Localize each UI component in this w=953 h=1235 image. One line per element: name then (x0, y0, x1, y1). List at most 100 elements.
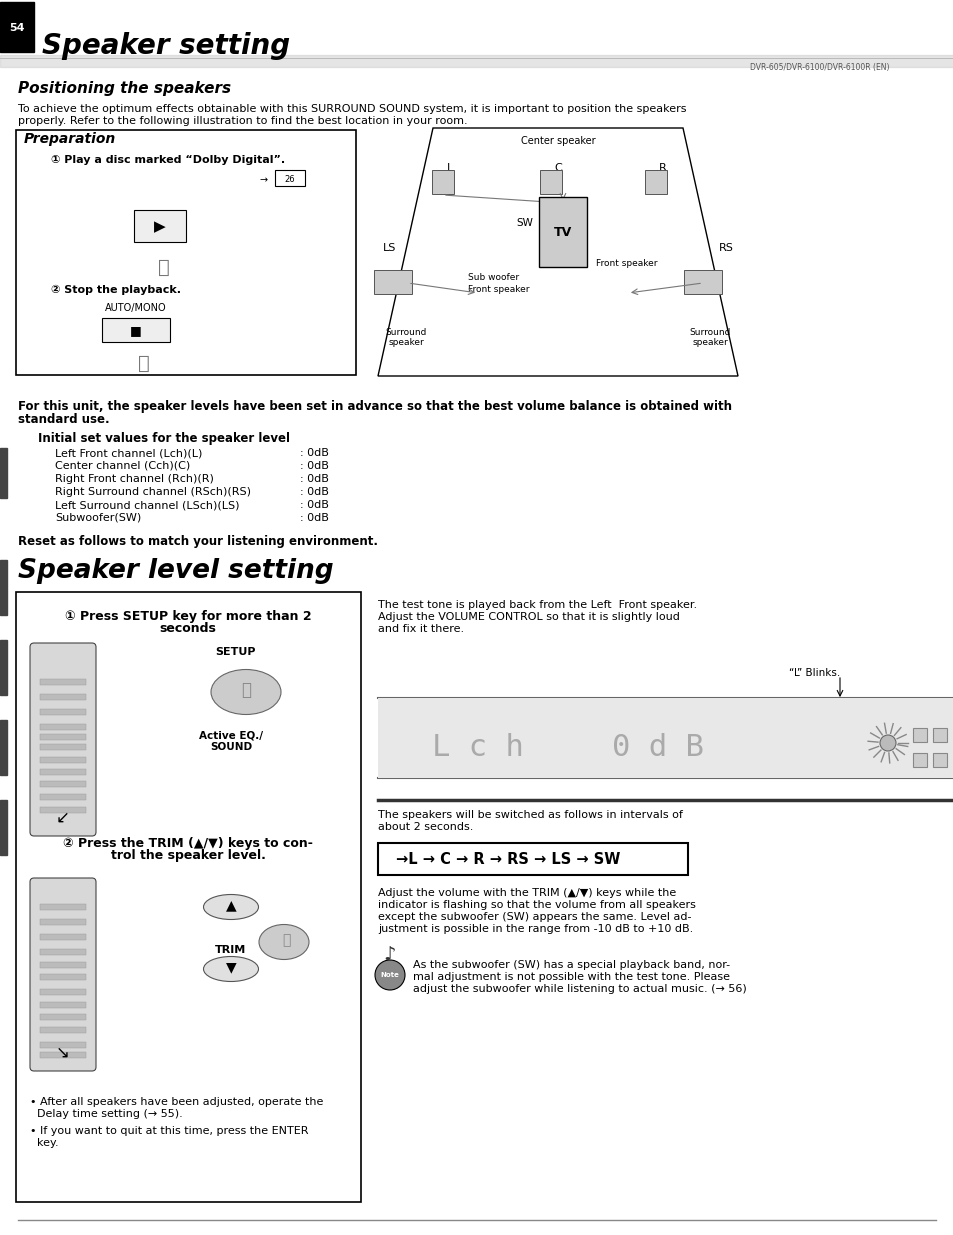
Circle shape (375, 960, 405, 990)
Bar (40, 989, 86, 995)
Bar (40, 1002, 86, 1008)
Text: C: C (554, 163, 561, 173)
Text: To achieve the optimum effects obtainable with this SURROUND SOUND system, it is: To achieve the optimum effects obtainabl… (18, 104, 686, 114)
Text: justment is possible in the range from -10 dB to +10 dB.: justment is possible in the range from -… (377, 924, 693, 934)
Bar (0, 559, 7, 615)
Text: and fix it there.: and fix it there. (377, 624, 464, 634)
Text: standard use.: standard use. (18, 412, 110, 426)
Text: Surround: Surround (689, 329, 730, 337)
Text: For this unit, the speaker levels have been set in advance so that the best volu: For this unit, the speaker levels have b… (18, 400, 731, 412)
Text: L c h: L c h (432, 734, 523, 762)
Text: Right Front channel (Rch)(R): Right Front channel (Rch)(R) (55, 474, 213, 484)
Text: As the subwoofer (SW) has a special playback band, nor-: As the subwoofer (SW) has a special play… (413, 960, 729, 969)
Bar (40, 679, 86, 685)
Bar (40, 1028, 86, 1032)
Bar (40, 709, 86, 715)
Bar (40, 934, 86, 940)
FancyBboxPatch shape (30, 878, 96, 1071)
Text: ▲: ▲ (226, 898, 236, 911)
Text: : 0dB: : 0dB (299, 487, 329, 496)
Bar (40, 781, 86, 787)
Text: Left Surround channel (LSch)(LS): Left Surround channel (LSch)(LS) (55, 500, 239, 510)
Text: trol the speaker level.: trol the speaker level. (111, 848, 265, 862)
Bar (0, 640, 7, 695)
Ellipse shape (211, 669, 281, 715)
Bar (40, 769, 86, 776)
Bar (377, 698, 952, 778)
Bar (40, 743, 86, 750)
Text: Preparation: Preparation (24, 132, 116, 146)
Text: The speakers will be switched as follows in intervals of: The speakers will be switched as follows… (377, 810, 682, 820)
Text: Delay time setting (→ 55).: Delay time setting (→ 55). (30, 1109, 183, 1119)
Text: Adjust the VOLUME CONTROL so that it is slightly loud: Adjust the VOLUME CONTROL so that it is … (377, 613, 679, 622)
Bar (40, 757, 86, 763)
Text: Center channel (Cch)(C): Center channel (Cch)(C) (55, 461, 190, 471)
FancyBboxPatch shape (133, 210, 186, 242)
Text: 〜: 〜 (241, 680, 251, 699)
Text: SW: SW (516, 219, 533, 228)
FancyBboxPatch shape (30, 643, 96, 836)
Bar (0, 800, 7, 855)
Bar (0, 448, 7, 498)
Text: Speaker level setting: Speaker level setting (18, 558, 334, 584)
Text: Positioning the speakers: Positioning the speakers (18, 80, 231, 95)
Text: LS: LS (383, 243, 396, 253)
Text: adjust the subwoofer while listening to actual music. (→ 56): adjust the subwoofer while listening to … (413, 984, 746, 994)
Text: ↘: ↘ (56, 1044, 70, 1062)
Text: • After all speakers have been adjusted, operate the: • After all speakers have been adjusted,… (30, 1097, 323, 1107)
Text: : 0dB: : 0dB (299, 513, 329, 522)
Text: speaker: speaker (388, 338, 423, 347)
Bar (40, 962, 86, 968)
Bar (40, 1014, 86, 1020)
Text: SETUP: SETUP (215, 647, 256, 657)
Bar (40, 948, 86, 955)
Ellipse shape (258, 925, 309, 960)
Bar (40, 904, 86, 910)
Text: R: R (659, 163, 666, 173)
Text: “L” Blinks.: “L” Blinks. (788, 668, 840, 678)
Text: ② Stop the playback.: ② Stop the playback. (51, 285, 181, 295)
Text: TV: TV (554, 226, 572, 238)
Text: speaker: speaker (691, 338, 727, 347)
Text: Note: Note (380, 972, 399, 978)
Text: key.: key. (30, 1137, 58, 1149)
Text: properly. Refer to the following illustration to find the best location in your : properly. Refer to the following illustr… (18, 116, 467, 126)
FancyBboxPatch shape (432, 170, 454, 194)
Text: The test tone is played back from the Left  Front speaker.: The test tone is played back from the Le… (377, 600, 697, 610)
Text: : 0dB: : 0dB (299, 461, 329, 471)
Text: 0 d B: 0 d B (612, 734, 703, 762)
Text: L: L (446, 163, 453, 173)
Bar (912, 753, 926, 767)
Text: seconds: seconds (159, 622, 216, 635)
FancyBboxPatch shape (644, 170, 666, 194)
Bar (40, 1042, 86, 1049)
Bar (40, 1052, 86, 1058)
Text: ↙: ↙ (56, 809, 70, 827)
Text: ② Press the TRIM (▲/▼) keys to con-: ② Press the TRIM (▲/▼) keys to con- (63, 837, 313, 850)
Bar (40, 694, 86, 700)
Text: Speaker setting: Speaker setting (42, 32, 290, 61)
Bar (0, 56, 953, 67)
Text: ① Play a disc marked “Dolby Digital”.: ① Play a disc marked “Dolby Digital”. (51, 156, 285, 165)
FancyBboxPatch shape (274, 170, 305, 186)
Bar (40, 734, 86, 740)
Bar (0, 720, 7, 776)
FancyBboxPatch shape (374, 270, 412, 294)
Text: 54: 54 (10, 23, 25, 33)
Text: indicator is flashing so that the volume from all speakers: indicator is flashing so that the volume… (377, 900, 695, 910)
Text: ■: ■ (130, 325, 142, 337)
Text: TRIM: TRIM (215, 945, 247, 955)
Text: except the subwoofer (SW) appears the same. Level ad-: except the subwoofer (SW) appears the sa… (377, 911, 691, 923)
Bar (40, 974, 86, 981)
Text: Adjust the volume with the TRIM (▲/▼) keys while the: Adjust the volume with the TRIM (▲/▼) ke… (377, 888, 676, 898)
FancyBboxPatch shape (539, 170, 561, 194)
Text: ① Press SETUP key for more than 2: ① Press SETUP key for more than 2 (65, 610, 311, 622)
FancyBboxPatch shape (538, 198, 586, 267)
Bar (16, 130, 355, 375)
Text: ✋: ✋ (158, 258, 170, 277)
Ellipse shape (203, 956, 258, 982)
Bar (912, 727, 926, 742)
Bar (40, 806, 86, 813)
Text: RS: RS (718, 243, 733, 253)
Text: Initial set values for the speaker level: Initial set values for the speaker level (38, 432, 290, 445)
